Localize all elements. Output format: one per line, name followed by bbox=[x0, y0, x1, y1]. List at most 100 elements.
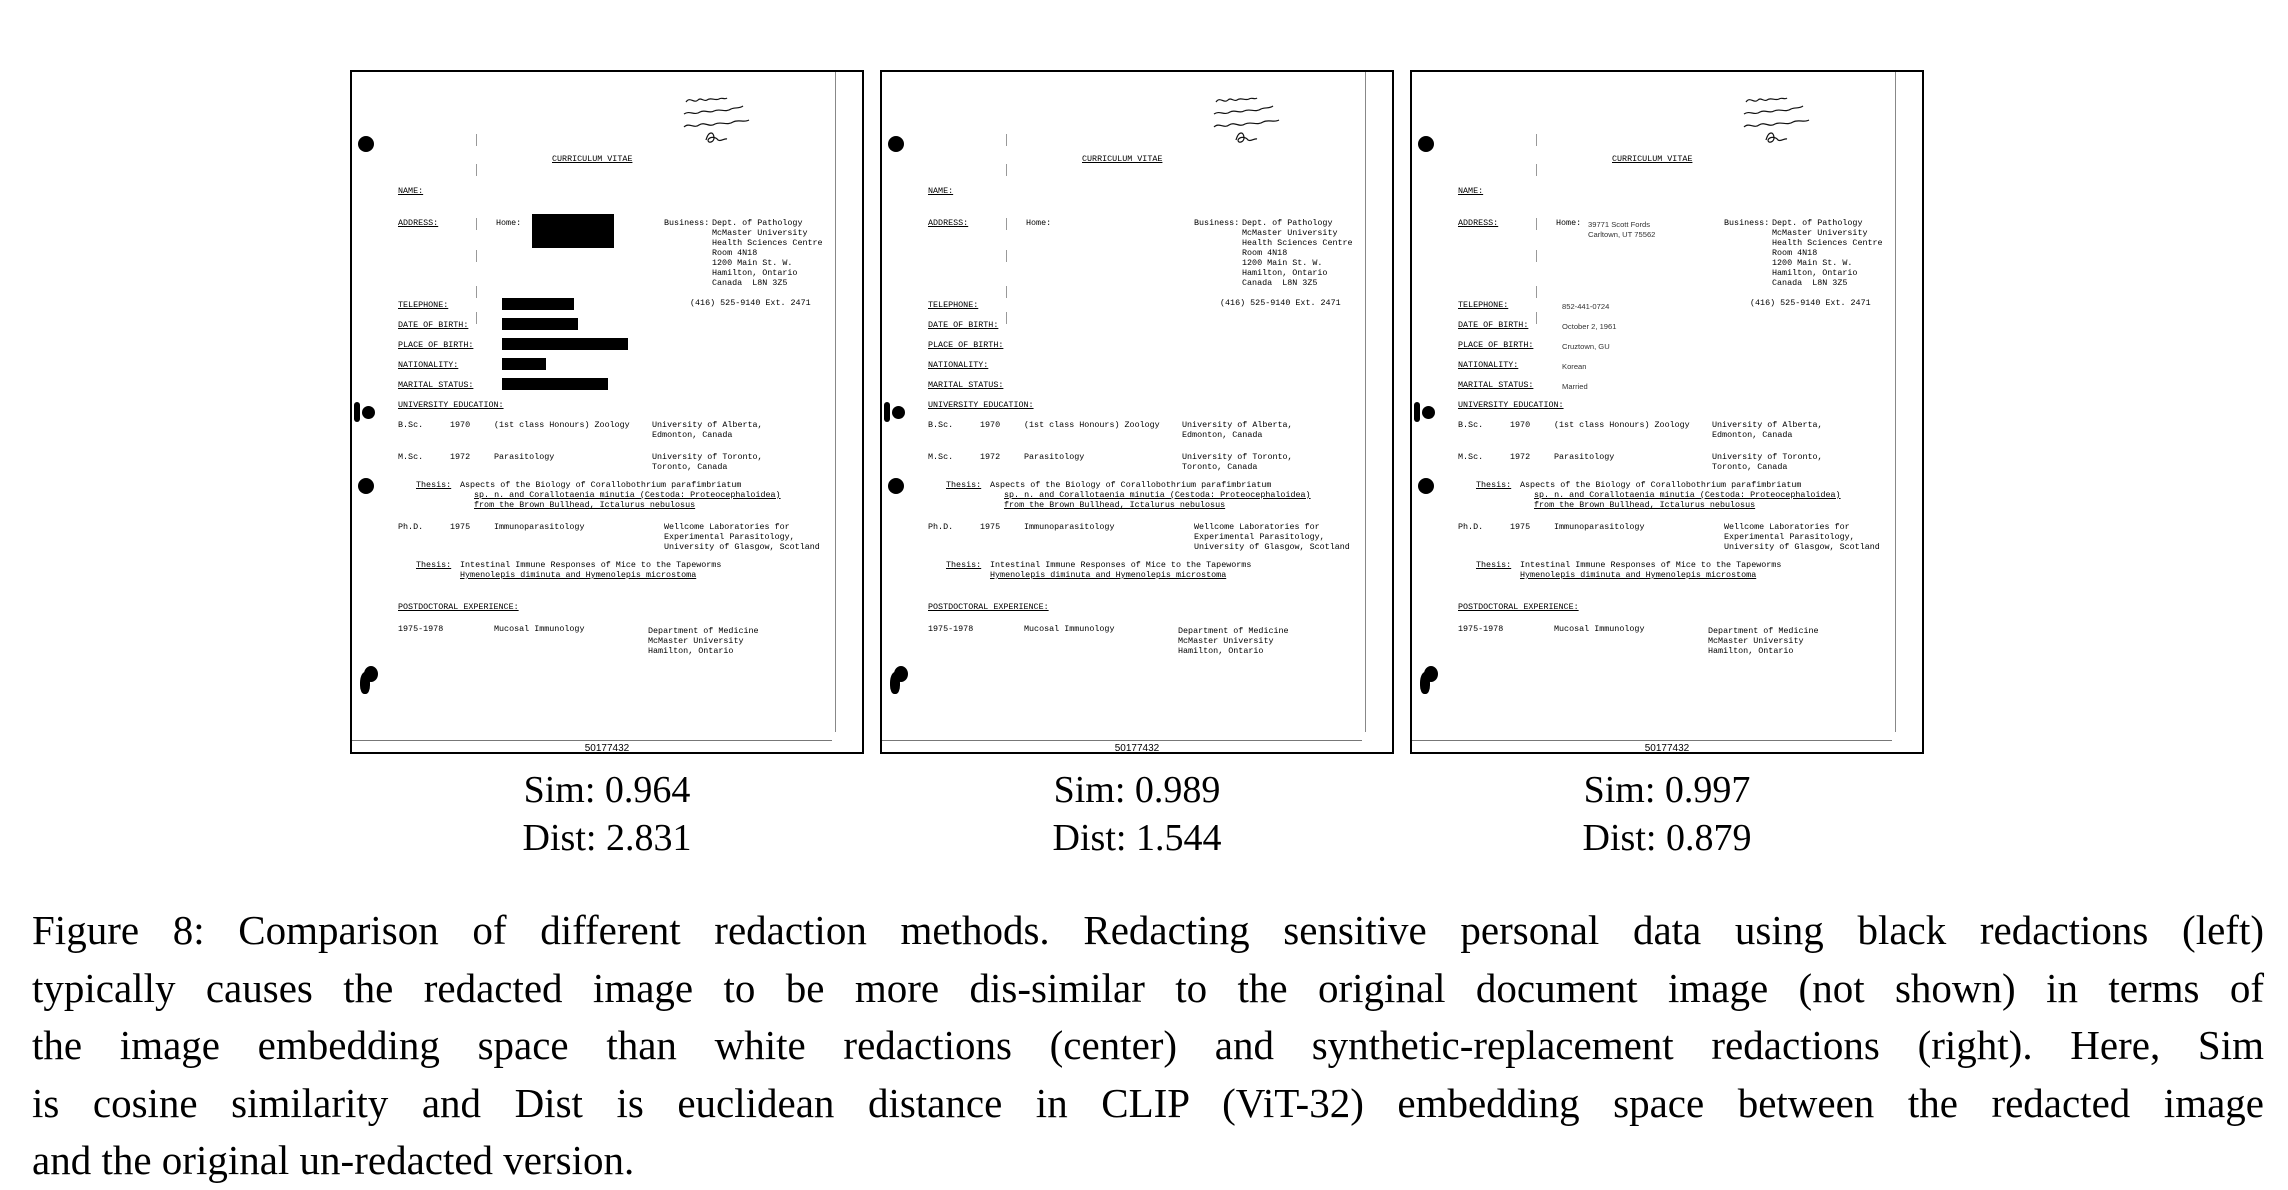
education-label: UNIVERSITY EDUCATION: bbox=[1458, 400, 1564, 410]
postdoc-place-line: McMaster University bbox=[1178, 636, 1274, 646]
business-address-line: McMaster University bbox=[712, 228, 808, 238]
margin-dash bbox=[1536, 286, 1537, 298]
document-title: CURRICULUM VITAE bbox=[1612, 154, 1693, 164]
pob-label: PLACE OF BIRTH: bbox=[1458, 340, 1534, 350]
institution-line: University of Toronto, bbox=[1182, 452, 1293, 462]
synthetic-personal-value: 852-441-0724 bbox=[1562, 302, 1610, 311]
business-address-line: Health Sciences Centre bbox=[1772, 238, 1883, 248]
institution-line: University of Toronto, bbox=[1712, 452, 1823, 462]
postdoc-place-line: Department of Medicine bbox=[1708, 626, 1819, 636]
similarity-label: Sim: 0.964 bbox=[523, 769, 691, 811]
margin-dash bbox=[1006, 250, 1007, 262]
handwriting-stroke bbox=[1215, 97, 1258, 103]
degree-year: 1972 bbox=[1510, 452, 1531, 462]
name-label: NAME: bbox=[1458, 186, 1484, 196]
punch-hole-icon bbox=[888, 136, 904, 152]
business-address-line: Room 4N18 bbox=[1772, 248, 1818, 258]
thesis-line: from the Brown Bullhead, Ictalurus nebul… bbox=[1534, 500, 1756, 510]
punch-hole-icon bbox=[1418, 478, 1434, 494]
margin-dash bbox=[1006, 134, 1007, 146]
degree-field: Immunoparasitology bbox=[494, 522, 585, 532]
synthetic-home-address: 39771 Scott Fords bbox=[1588, 220, 1651, 229]
dob-label: DATE OF BIRTH: bbox=[1458, 320, 1529, 330]
handwriting-stroke bbox=[705, 132, 728, 143]
nationality-label: NATIONALITY: bbox=[928, 360, 989, 370]
degree: Ph.D. bbox=[398, 522, 424, 532]
institution-line: Edmonton, Canada bbox=[1712, 430, 1793, 440]
margin-dash bbox=[1006, 286, 1007, 298]
business-label: Business: bbox=[1194, 218, 1240, 228]
thesis-line: from the Brown Bullhead, Ictalurus nebul… bbox=[474, 500, 696, 510]
thesis-label: Thesis: bbox=[1476, 560, 1512, 570]
degree: M.Sc. bbox=[1458, 452, 1484, 462]
degree: B.Sc. bbox=[1458, 420, 1484, 430]
clip-mark-icon bbox=[884, 402, 890, 422]
postdoc-place-line: Department of Medicine bbox=[648, 626, 759, 636]
distance-label: Dist: 0.879 bbox=[1582, 817, 1752, 859]
punch-hole-icon bbox=[888, 478, 904, 494]
thesis-label: Thesis: bbox=[946, 480, 982, 490]
business-address-line: Health Sciences Centre bbox=[1242, 238, 1353, 248]
home-label: Home: bbox=[496, 218, 522, 228]
institution-line: Toronto, Canada bbox=[1182, 462, 1258, 472]
page-bottom-line bbox=[1412, 740, 1892, 741]
redaction-panel-black: CURRICULUM VITAE NAME: ADDRESS: Home: Busine… bbox=[350, 70, 864, 859]
page-edge-line bbox=[1365, 72, 1366, 732]
marital-label: MARITAL STATUS: bbox=[1458, 380, 1534, 390]
postdoc-place-line: Department of Medicine bbox=[1178, 626, 1289, 636]
similarity-label: Sim: 0.997 bbox=[1583, 769, 1751, 811]
institution-line: Experimental Parasitology, bbox=[1194, 532, 1325, 542]
margin-dash bbox=[476, 286, 477, 298]
business-address-line: Hamilton, Ontario bbox=[1242, 268, 1328, 278]
redaction-panel-white: CURRICULUM VITAE NAME: ADDRESS: Home: Busine… bbox=[880, 70, 1394, 859]
thesis-label: Thesis: bbox=[416, 560, 452, 570]
degree-year: 1970 bbox=[450, 420, 471, 430]
pob-label: PLACE OF BIRTH: bbox=[928, 340, 1004, 350]
dob-label: DATE OF BIRTH: bbox=[928, 320, 999, 330]
postdoc-years: 1975-1978 bbox=[928, 624, 974, 634]
postdoc-place-line: McMaster University bbox=[1708, 636, 1804, 646]
postdoc-field: Mucosal Immunology bbox=[494, 624, 585, 634]
degree-field: Immunoparasitology bbox=[1554, 522, 1645, 532]
black-redaction-box bbox=[502, 318, 578, 330]
name-label: NAME: bbox=[928, 186, 954, 196]
address-label: ADDRESS: bbox=[928, 218, 969, 228]
figure-caption: Figure 8: Comparison of different redact… bbox=[32, 902, 2264, 1190]
thesis-label: Thesis: bbox=[416, 480, 452, 490]
handwriting-stroke bbox=[683, 119, 750, 128]
handwriting-stroke bbox=[1743, 119, 1810, 128]
handwriting-stroke bbox=[683, 105, 744, 115]
degree-field: Immunoparasitology bbox=[1024, 522, 1115, 532]
panel-metrics: Sim: 0.997 Dist: 0.879 bbox=[1410, 766, 1924, 862]
caption-line: Figure 8: Comparison of different redact… bbox=[32, 907, 2264, 953]
handwriting-stroke bbox=[1213, 105, 1274, 115]
name-label: NAME: bbox=[398, 186, 424, 196]
synthetic-personal-value: October 2, 1961 bbox=[1562, 322, 1617, 331]
postdoc-years: 1975-1978 bbox=[1458, 624, 1504, 634]
institution-line: Wellcome Laboratories for bbox=[664, 522, 790, 532]
thesis-line: Aspects of the Biology of Corallobothriu… bbox=[460, 480, 742, 490]
institution-line: Wellcome Laboratories for bbox=[1724, 522, 1850, 532]
institution-line: Experimental Parasitology, bbox=[664, 532, 795, 542]
degree-field: Parasitology bbox=[1024, 452, 1085, 462]
thesis-line: Intestinal Immune Responses of Mice to t… bbox=[460, 560, 722, 570]
degree-year: 1975 bbox=[1510, 522, 1531, 532]
clip-mark-icon bbox=[360, 672, 370, 694]
thesis-line: from the Brown Bullhead, Ictalurus nebul… bbox=[1004, 500, 1226, 510]
margin-dash bbox=[1536, 218, 1537, 230]
handwriting-stroke bbox=[1743, 105, 1804, 115]
degree: M.Sc. bbox=[398, 452, 424, 462]
margin-dash bbox=[1536, 312, 1537, 324]
business-address-line: 1200 Main St. W. bbox=[1242, 258, 1323, 268]
black-redaction-box bbox=[502, 298, 574, 310]
synthetic-home-address: Carltown, UT 75562 bbox=[1588, 230, 1656, 239]
business-address-line: Canada L8N 3Z5 bbox=[712, 278, 788, 288]
margin-dash bbox=[476, 250, 477, 262]
synthetic-personal-value: Korean bbox=[1562, 362, 1587, 371]
figure-panels: CURRICULUM VITAE NAME: ADDRESS: Home: Busine… bbox=[350, 70, 1940, 860]
similarity-label: Sim: 0.989 bbox=[1053, 769, 1221, 811]
institution-line: University of Glasgow, Scotland bbox=[1724, 542, 1880, 552]
punch-hole-icon bbox=[358, 478, 374, 494]
handwriting-stroke bbox=[1745, 97, 1788, 103]
business-phone: (416) 525-9140 Ext. 2471 bbox=[1750, 298, 1871, 308]
